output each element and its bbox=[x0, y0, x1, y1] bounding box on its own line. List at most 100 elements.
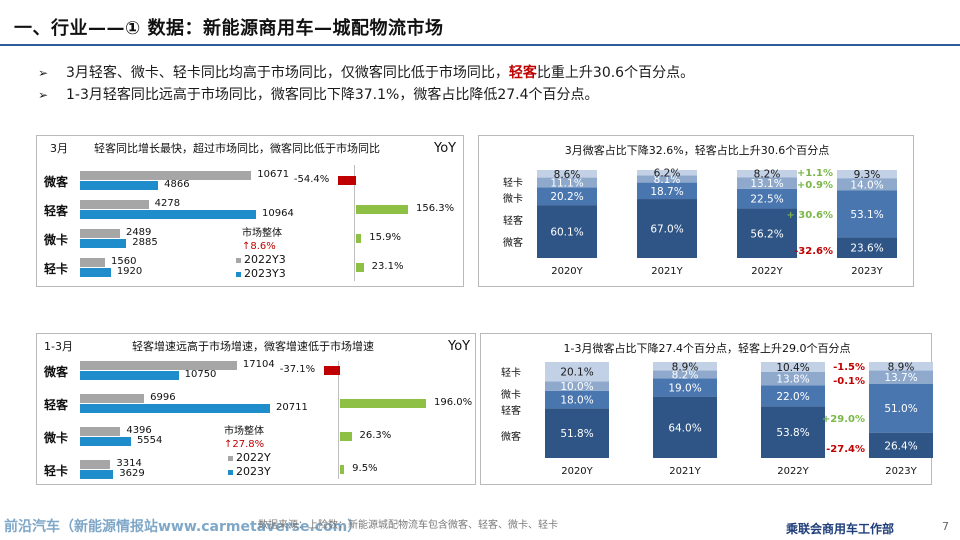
yoy-bar bbox=[356, 263, 364, 272]
yoy-bar bbox=[340, 399, 426, 408]
segment-value-label: 8.1% bbox=[654, 174, 681, 186]
yoy-value-label: 26.3% bbox=[359, 430, 392, 441]
bar-prev bbox=[80, 460, 111, 469]
bar-curr bbox=[80, 470, 114, 479]
bar-curr bbox=[80, 404, 270, 413]
stack-segment bbox=[545, 390, 609, 409]
bar-value-label: 4396 bbox=[126, 425, 152, 436]
segment-value-label: 56.2% bbox=[750, 228, 783, 240]
x-tick-label: 2021Y bbox=[651, 266, 683, 277]
stack-segment bbox=[637, 170, 697, 176]
segment-value-label: 14.0% bbox=[850, 179, 883, 191]
period-label: 1-3月 bbox=[44, 340, 73, 353]
segment-value-label: 8.2% bbox=[672, 369, 699, 381]
bar-value-label: 10671 bbox=[257, 169, 290, 180]
change-annotation: +29.0% bbox=[822, 414, 865, 425]
change-annotation: +0.9% bbox=[797, 180, 833, 191]
chart-title: 1-3月微客占比下降27.4个百分点，轻客上升29.0个百分点 bbox=[564, 341, 851, 355]
segment-value-label: 22.5% bbox=[750, 194, 783, 206]
bar-value-label: 1920 bbox=[116, 266, 143, 277]
stack-segment bbox=[537, 170, 597, 178]
category-label: 轻客 bbox=[44, 204, 69, 218]
title-divider bbox=[0, 44, 960, 46]
bar-value-label: 10750 bbox=[184, 369, 217, 380]
segment-value-label: 11.1% bbox=[550, 177, 583, 189]
period-label: 3月 bbox=[50, 142, 68, 155]
data-source-note: 数据来源：上险数；新能源城配物流车包含微客、轻客、微卡、轻卡 bbox=[258, 520, 558, 531]
series-label: 轻客 bbox=[501, 404, 521, 417]
series-label: 微客 bbox=[501, 430, 521, 443]
chart-title: 轻客同比增长最快，超过市场同比，微客同比低于市场同比 bbox=[94, 142, 380, 155]
bar-value-label: 6996 bbox=[150, 392, 176, 403]
page-number: 7 bbox=[942, 520, 949, 533]
bar-prev bbox=[80, 394, 145, 403]
market-overall: 市场整体 ↑8.6% bbox=[242, 227, 282, 253]
yoy-value-label: 23.1% bbox=[371, 261, 404, 272]
stack-segment bbox=[837, 170, 897, 179]
x-tick-label: 2023Y bbox=[851, 266, 883, 277]
series-label: 微客 bbox=[503, 236, 523, 249]
legend-item-prev: 2022Y bbox=[228, 451, 271, 465]
stack-segment bbox=[637, 199, 697, 258]
segment-value-label: 19.0% bbox=[668, 383, 701, 395]
bar-prev bbox=[80, 229, 120, 238]
stack-segment bbox=[761, 362, 825, 372]
bar-curr bbox=[80, 437, 131, 446]
stack-segment bbox=[761, 385, 825, 407]
bar-value-label: 4278 bbox=[154, 198, 181, 209]
yoy-bar bbox=[323, 366, 340, 375]
segment-value-label: 8.6% bbox=[554, 169, 581, 181]
segment-value-label: 18.7% bbox=[650, 186, 683, 198]
market-overall: 市场整体 ↑27.8% bbox=[224, 425, 264, 451]
segment-value-label: 51.8% bbox=[560, 428, 593, 440]
org-name: 乘联会商用车工作部 bbox=[786, 522, 895, 536]
stack-segment bbox=[653, 378, 717, 397]
x-tick-label: 2020Y bbox=[561, 466, 593, 477]
bar-value-label: 5554 bbox=[136, 435, 163, 446]
x-tick-label: 2022Y bbox=[751, 266, 783, 277]
bar-value-label: 3314 bbox=[116, 458, 142, 469]
x-tick-label: 2022Y bbox=[777, 466, 809, 477]
category-label: 微卡 bbox=[44, 233, 69, 247]
market-yoy: ↑8.6% bbox=[242, 241, 276, 252]
yoy-bar bbox=[337, 176, 356, 185]
stack-segment bbox=[537, 205, 597, 258]
legend-swatch-prev bbox=[236, 257, 241, 263]
chart-legend: 2022Y3 2023Y3 bbox=[236, 253, 286, 281]
stack-segment bbox=[653, 396, 717, 458]
change-annotation: -27.4% bbox=[826, 444, 865, 455]
yoy-bar bbox=[340, 432, 352, 441]
segment-value-label: 13.1% bbox=[750, 178, 783, 190]
segment-value-label: 10.4% bbox=[776, 362, 809, 374]
stack-segment bbox=[737, 177, 797, 189]
yoy-label: YoY bbox=[448, 339, 471, 354]
category-label: 微卡 bbox=[44, 431, 69, 445]
stack-segment bbox=[653, 370, 717, 379]
x-tick-label: 2020Y bbox=[551, 266, 583, 277]
bar-value-label: 1560 bbox=[111, 256, 137, 267]
bullet-text: 3月轻客、微卡、轻卡同比均高于市场同比，仅微客同比低于市场同比，轻客比重上升30… bbox=[66, 65, 695, 81]
category-label: 微客 bbox=[44, 175, 69, 189]
stack-segment bbox=[837, 190, 897, 238]
market-yoy: ↑27.8% bbox=[224, 439, 265, 450]
ytd-share-panel: 1-3月微客占比下降27.4个百分点，轻客上升29.0个百分点 微客 轻客 微卡 轻卡 5… bbox=[480, 333, 933, 485]
legend-swatch-curr bbox=[228, 469, 233, 475]
bar-value-label: 17104 bbox=[242, 359, 275, 370]
change-annotation: -0.1% bbox=[833, 376, 865, 387]
segment-value-label: 8.2% bbox=[754, 169, 781, 181]
series-label: 微卡 bbox=[501, 388, 521, 401]
bullet-text: 1-3月轻客同比远高于市场同比，微客同比下降37.1%，微客占比降低27.4个百… bbox=[66, 87, 599, 103]
bar-prev bbox=[80, 200, 149, 209]
stack-segment bbox=[869, 383, 933, 433]
series-label: 微卡 bbox=[503, 192, 523, 205]
series-label: 轻客 bbox=[503, 214, 523, 227]
change-annotation: + 30.6% bbox=[786, 210, 833, 221]
bar-value-label: 2885 bbox=[132, 237, 158, 248]
highlight-text: 轻客 bbox=[508, 65, 537, 81]
stack-segment bbox=[545, 362, 609, 382]
stack-segment bbox=[653, 362, 717, 371]
segment-value-label: 20.1% bbox=[560, 367, 593, 379]
stack-segment bbox=[869, 362, 933, 371]
